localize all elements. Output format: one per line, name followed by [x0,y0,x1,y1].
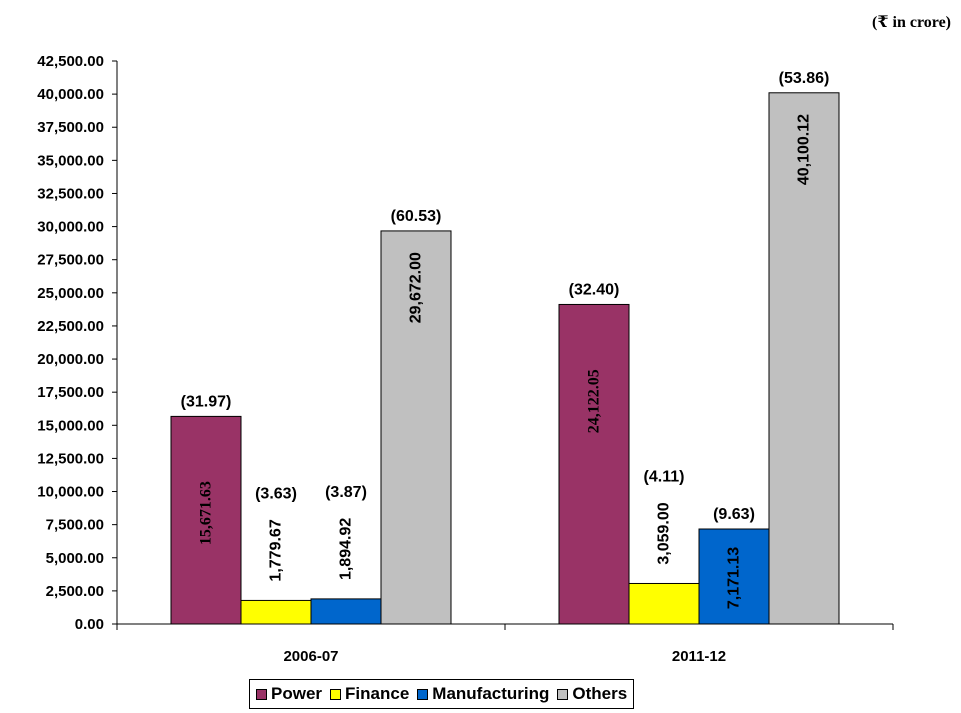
legend-item-power: Power [256,684,322,704]
y-tick-label: 32,500.00 [37,185,104,202]
bar-finance-2011-12 [628,582,700,625]
bar-chart: 0.00 2,500.00 5,000.00 7,500.00 10,000.00 12,… [37,53,894,665]
legend-label-manufacturing: Manufacturing [432,684,550,703]
data-label-value: 1,894.92 [338,518,355,580]
y-tick-label: 10,000.00 [37,484,104,501]
data-label-value: 1,779.67 [268,519,285,581]
data-label-value: 40,100.12 [796,114,813,185]
y-tick-label: 37,500.00 [37,119,104,136]
legend-label-power: Power [271,684,323,703]
y-tick-label: 17,500.00 [37,384,104,401]
chart-legend: Power Finance Manufacturing Others [249,679,635,709]
bar-others-2011-12 [768,92,840,625]
y-tick-label: 7,500.00 [46,517,104,534]
bar-manufacturing-2011-12 [698,528,770,625]
legend-item-others: Others [557,684,627,704]
y-tick-label: 5,000.00 [46,550,104,567]
data-label-share: (53.86) [779,70,830,87]
y-tick-label: 2,500.00 [46,583,104,600]
legend-label-others: Others [572,684,628,703]
y-tick-label: 25,000.00 [37,285,104,302]
bar-manufacturing-2006-07 [310,598,382,625]
bar-others-2006-07 [380,230,452,625]
data-label-value: 29,672.00 [408,252,425,323]
data-label-share: (60.53) [391,208,442,225]
data-label-share: (4.11) [644,468,685,485]
legend-swatch-power [256,688,267,700]
legend-label-finance: Finance [345,684,410,703]
y-tick-label: 30,000.00 [37,219,104,236]
data-label-share: (32.40) [569,281,620,298]
y-tick-label: 12,500.00 [37,450,104,467]
bar-finance-2006-07 [240,599,312,625]
y-tick-label: 40,000.00 [37,86,104,103]
legend-item-finance: Finance [330,684,409,704]
y-tick-label: 35,000.00 [37,152,104,169]
data-label-share: (3.87) [325,484,367,501]
data-label-value: 15,671.63 [198,481,215,545]
legend-swatch-finance [330,688,342,700]
unit-note: (₹ in crore) [872,14,951,31]
legend-item-manufacturing: Manufacturing [417,684,549,704]
y-tick-label: 27,500.00 [37,252,104,269]
data-label-share: (31.97) [181,393,232,410]
data-label-share: (3.63) [255,485,297,502]
y-tick-label: 0.00 [75,616,104,633]
legend-swatch-manufacturing [417,688,429,700]
data-label-value: 3,059.00 [656,502,673,564]
y-tick-label: 20,000.00 [37,351,104,368]
y-tick-label: 22,500.00 [37,318,104,335]
data-label-share: (9.63) [713,506,755,523]
bar-power-2006-07 [170,415,242,625]
category-label: 2006-07 [283,648,338,665]
data-label-value: 7,171.13 [726,547,743,609]
category-label: 2011-12 [672,648,726,665]
data-label-value: 24,122.05 [586,369,603,433]
y-tick-label: 15,000.00 [37,417,104,434]
bar-power-2011-12 [558,303,630,625]
legend-swatch-others [557,688,569,700]
y-tick-label: 42,500.00 [37,53,104,70]
